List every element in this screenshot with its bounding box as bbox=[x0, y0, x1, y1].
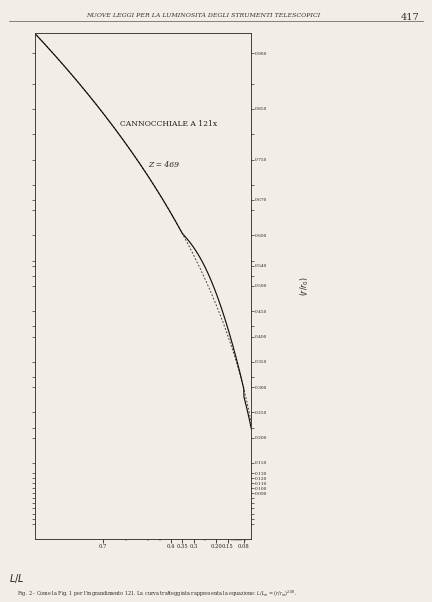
Text: $L/L$: $L/L$ bbox=[10, 572, 25, 585]
Text: CANNOCCHIALE A 121x: CANNOCCHIALE A 121x bbox=[120, 120, 217, 128]
Text: NUOVE LEGGI PER LA LUMINOSITÀ DEGLI STRUMENTI TELESCOPICI: NUOVE LEGGI PER LA LUMINOSITÀ DEGLI STRU… bbox=[86, 13, 320, 18]
Text: Fig. 2 - Come la Fig. 1 per l'ingrandimento 121. La curva tratteggiata rappresen: Fig. 2 - Come la Fig. 1 per l'ingrandime… bbox=[17, 589, 298, 599]
Text: 417: 417 bbox=[400, 13, 419, 22]
Text: Z = 469: Z = 469 bbox=[149, 161, 180, 169]
Text: $(r/r_0)$: $(r/r_0)$ bbox=[299, 276, 311, 296]
